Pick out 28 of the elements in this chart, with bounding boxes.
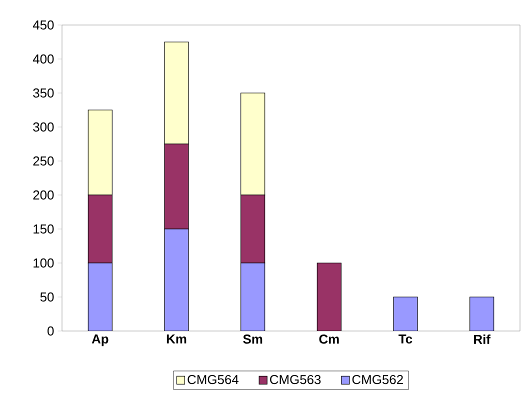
x-tick-label: Sm (243, 334, 262, 344)
y-tick-label: 400 (32, 54, 54, 64)
y-tick-label: 300 (33, 122, 54, 132)
x-tick-label: Tc (398, 334, 412, 344)
y-tick-label: 0 (48, 326, 54, 336)
bar (240, 262, 266, 331)
y-tick-label: 450 (32, 20, 54, 30)
bar (164, 228, 189, 331)
y-tick-label: 50 (40, 292, 54, 302)
x-tick-label: Km (166, 334, 186, 344)
x-tick-label: Ap (92, 334, 108, 346)
y-tick-label: 250 (33, 156, 54, 166)
legend-label: CMG563 (270, 374, 321, 384)
y-tick-label: 350 (33, 88, 54, 98)
bar (470, 296, 494, 331)
y-tick-label: 150 (34, 224, 54, 234)
bar (88, 194, 112, 264)
x-tick-label: Cm (319, 334, 339, 344)
x-tick-label: Rif (474, 334, 490, 344)
y-tick-label: 100 (34, 258, 54, 268)
bar (88, 262, 112, 331)
bar (393, 296, 418, 331)
bar (240, 194, 266, 264)
bar (164, 144, 189, 230)
bar (316, 262, 342, 331)
y-tick-label: 200 (33, 190, 54, 200)
legend-label: CMG562 (352, 374, 403, 384)
legend-label: CMG564 (188, 374, 238, 384)
